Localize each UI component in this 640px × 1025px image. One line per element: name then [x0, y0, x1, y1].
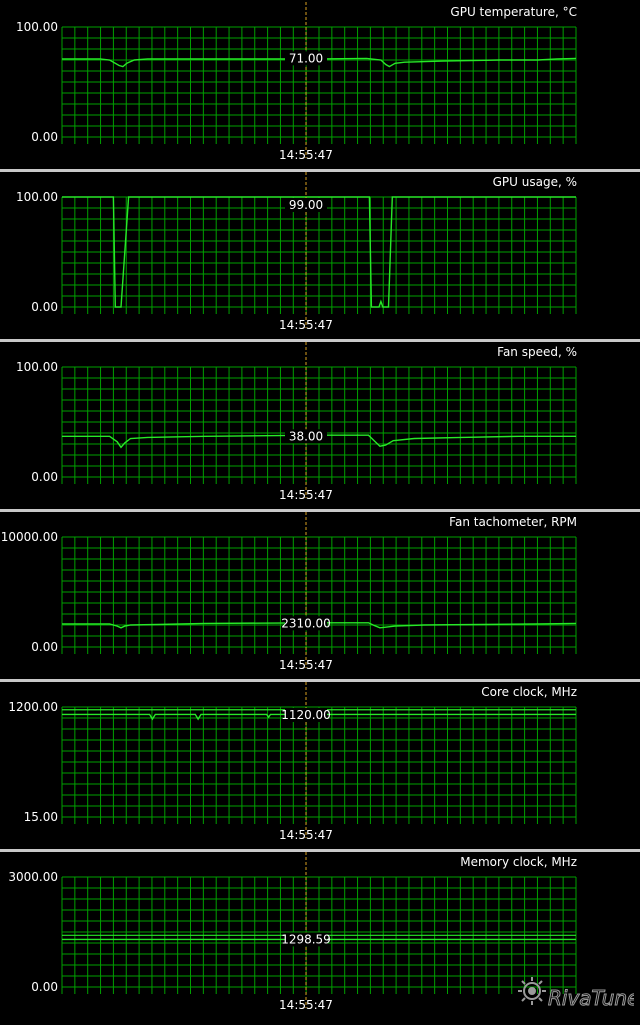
current-value-background — [285, 51, 327, 66]
current-value-background — [285, 932, 327, 947]
current-value-label: 1298.59 — [281, 932, 331, 946]
gear-icon — [518, 977, 546, 1005]
series-line — [62, 196, 576, 308]
chart-title: Fan tachometer, RPM — [449, 515, 577, 529]
y-max-label: 100.00 — [16, 20, 58, 34]
timestamp-label: 14:55:47 — [279, 658, 333, 672]
graph-panel: GPU usage, % 100.00 0.00 99.00 14:55:47 — [0, 169, 640, 332]
rivatuner-logo-watermark: RivaTuner — [518, 977, 634, 1011]
series-line — [62, 434, 576, 449]
series-line — [62, 57, 577, 68]
panel-separator — [0, 509, 640, 512]
y-max-label: 3000.00 — [8, 870, 58, 884]
graph-panel: GPU temperature, °C 100.00 0.00 71.00 14:55:… — [16, 2, 577, 162]
series-line — [62, 713, 576, 721]
y-max-label: 1200.00 — [8, 700, 58, 714]
current-value-label: 38.00 — [289, 429, 323, 443]
timestamp-label: 14:55:47 — [279, 998, 333, 1012]
current-value-background — [285, 198, 327, 212]
y-min-label: 0.00 — [31, 470, 58, 484]
y-min-label: 0.00 — [31, 980, 58, 994]
current-value-label: 99.00 — [289, 198, 323, 212]
current-value-background — [285, 708, 327, 722]
panel-separator — [0, 849, 640, 852]
panel-separator — [0, 339, 640, 342]
y-max-label: 100.00 — [16, 190, 58, 204]
chart-title: Core clock, MHz — [481, 685, 577, 699]
current-value-background — [285, 429, 327, 444]
watermark-text: RivaTuner — [548, 986, 634, 1010]
current-value-label: 1120.00 — [281, 708, 331, 722]
chart-title: GPU temperature, °C — [450, 5, 577, 19]
timestamp-label: 14:55:47 — [279, 318, 333, 332]
graph-panel: Core clock, MHz 1200.00 15.00 1120.00 14:55:… — [0, 679, 640, 842]
graph-panel: Fan tachometer, RPM 10000.00 0.00 2310.00 14… — [0, 509, 640, 672]
y-min-label: 0.00 — [31, 640, 58, 654]
current-value-background — [285, 616, 327, 631]
chart-title: GPU usage, % — [493, 175, 577, 189]
panel-separator — [0, 679, 640, 682]
timestamp-label: 14:55:47 — [279, 828, 333, 842]
current-value-label: 71.00 — [289, 51, 323, 65]
graph-panel: Fan speed, % 100.00 0.00 38.00 14:55:47 — [0, 339, 640, 502]
y-min-label: 0.00 — [31, 300, 58, 314]
timestamp-label: 14:55:47 — [279, 488, 333, 502]
chart-title: Memory clock, MHz — [460, 855, 577, 869]
graph-panel: Memory clock, MHz 3000.00 0.00 1298.59 14:55… — [0, 849, 640, 1012]
y-min-label: 0.00 — [31, 130, 58, 144]
y-max-label: 100.00 — [16, 360, 58, 374]
series-line — [62, 622, 577, 629]
chart-title: Fan speed, % — [497, 345, 577, 359]
timestamp-label: 14:55:47 — [279, 148, 333, 162]
y-min-label: 15.00 — [24, 810, 58, 824]
panel-separator — [0, 169, 640, 172]
y-max-label: 10000.00 — [1, 530, 58, 544]
current-value-label: 2310.00 — [281, 616, 331, 630]
